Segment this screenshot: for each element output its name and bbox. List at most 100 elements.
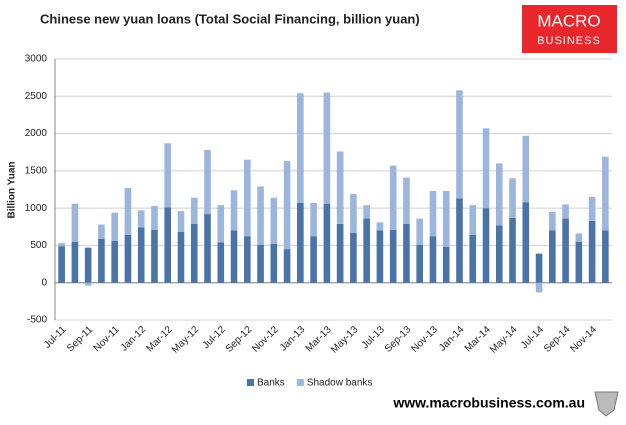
bar-segment — [323, 203, 331, 283]
bar-segment — [190, 223, 198, 283]
bar-segment — [482, 128, 490, 209]
bar-segment — [84, 282, 92, 286]
bar-segment — [363, 218, 370, 283]
footer-url: www.macrobusiness.com.au — [392, 395, 585, 411]
bar-segment — [84, 247, 92, 283]
y-axis-label: Billion Yuan — [7, 161, 18, 218]
bar-segment — [456, 90, 463, 199]
bar-segment — [562, 204, 569, 219]
legend-label: Shadow banks — [307, 378, 373, 389]
bar-segment — [602, 156, 609, 231]
bar-segment — [575, 241, 583, 283]
bar-segment — [270, 243, 278, 283]
bar-segment — [310, 236, 317, 283]
bar-segment — [230, 230, 238, 283]
bar-segment — [442, 246, 450, 283]
bar-segment — [442, 190, 450, 247]
bar-segment — [495, 163, 503, 226]
bar-segment — [58, 246, 65, 283]
bar-segment — [403, 223, 410, 283]
bar-segment — [151, 229, 158, 283]
x-tick-label: Jan-12 — [119, 324, 149, 354]
bar-segment — [350, 193, 357, 233]
bar-segment — [416, 244, 424, 283]
bar-segment — [588, 220, 596, 283]
bar-segment — [270, 197, 278, 244]
bar-segment — [243, 236, 251, 283]
bar-segment — [535, 253, 543, 283]
bar-segment — [137, 210, 145, 228]
bar-segment — [297, 93, 304, 203]
bar-segment — [230, 190, 238, 231]
bar-segment — [124, 234, 132, 283]
bar-segment — [350, 232, 357, 283]
bar-segment — [137, 227, 145, 283]
bar-segment — [336, 223, 344, 283]
y-tick-label: 3000 — [25, 54, 48, 65]
y-tick-label: 1500 — [25, 165, 48, 176]
x-tick-label: Nov-13 — [409, 324, 440, 355]
bar-segment — [297, 202, 304, 283]
logo-text: BUSINESS — [537, 35, 601, 47]
bar-segment — [98, 238, 105, 283]
x-tick-label: May-12 — [170, 324, 202, 356]
bar-segment — [323, 92, 331, 204]
bar-segment — [204, 214, 211, 283]
bar-segment — [376, 222, 384, 231]
bar-segment — [495, 225, 503, 283]
legend-swatch — [296, 379, 304, 386]
bar-segment — [177, 232, 185, 283]
bar-segment — [98, 224, 105, 239]
bar-segment — [509, 178, 516, 218]
x-tick-label: Sep-14 — [542, 324, 573, 355]
bar-segment — [283, 249, 291, 283]
y-tick-label: 500 — [30, 240, 47, 251]
x-tick-label: Nov-11 — [92, 324, 122, 354]
bar-segment — [111, 212, 118, 241]
bar-segment — [389, 165, 397, 230]
bar-segment — [204, 149, 211, 215]
y-tick-label: -500 — [27, 315, 47, 326]
x-tick-label: May-13 — [329, 324, 361, 356]
x-tick-label: Nov-14 — [569, 324, 600, 355]
bar-segment — [469, 234, 477, 283]
y-tick-label: 2000 — [25, 128, 48, 139]
bar-segment — [243, 159, 251, 237]
bar-segment — [562, 218, 569, 283]
bar-segment — [588, 196, 596, 221]
x-tick-label: Mar-14 — [463, 324, 493, 354]
bar-segment — [164, 143, 172, 208]
bar-segment — [164, 207, 172, 283]
bar-segment — [124, 188, 132, 235]
bar-segment — [429, 190, 437, 237]
bar-segment — [71, 203, 79, 242]
chart-title: Chinese new yuan loans (Total Social Fin… — [40, 11, 420, 26]
bar-segment — [177, 211, 185, 233]
bar-segment — [549, 230, 556, 283]
x-tick-label: Mar-13 — [304, 324, 334, 354]
bar-segment — [376, 230, 384, 283]
bar-segment — [363, 205, 370, 219]
bar-segment — [575, 233, 583, 242]
x-tick-label: Sep-13 — [383, 324, 414, 355]
legend-label: Banks — [257, 378, 285, 389]
bar-segment — [283, 161, 291, 250]
bar-segment — [416, 218, 424, 245]
bar-segment — [58, 243, 65, 247]
bar-segment — [456, 198, 463, 283]
bar-segment — [217, 205, 225, 243]
bar-segment — [336, 151, 344, 224]
bar-segment — [403, 177, 410, 224]
bar-segment — [111, 240, 118, 283]
y-tick-label: 1000 — [25, 203, 48, 214]
legend-swatch — [247, 379, 254, 386]
bar-segment — [310, 202, 317, 237]
x-tick-label: Mar-12 — [145, 324, 175, 354]
bar-segment — [535, 282, 543, 293]
bar-segment — [257, 244, 264, 283]
x-tick-label: Sep-12 — [224, 324, 255, 355]
bar-segment — [257, 186, 264, 245]
bar-segment — [602, 230, 609, 283]
x-tick-label: Jan-13 — [278, 324, 308, 354]
